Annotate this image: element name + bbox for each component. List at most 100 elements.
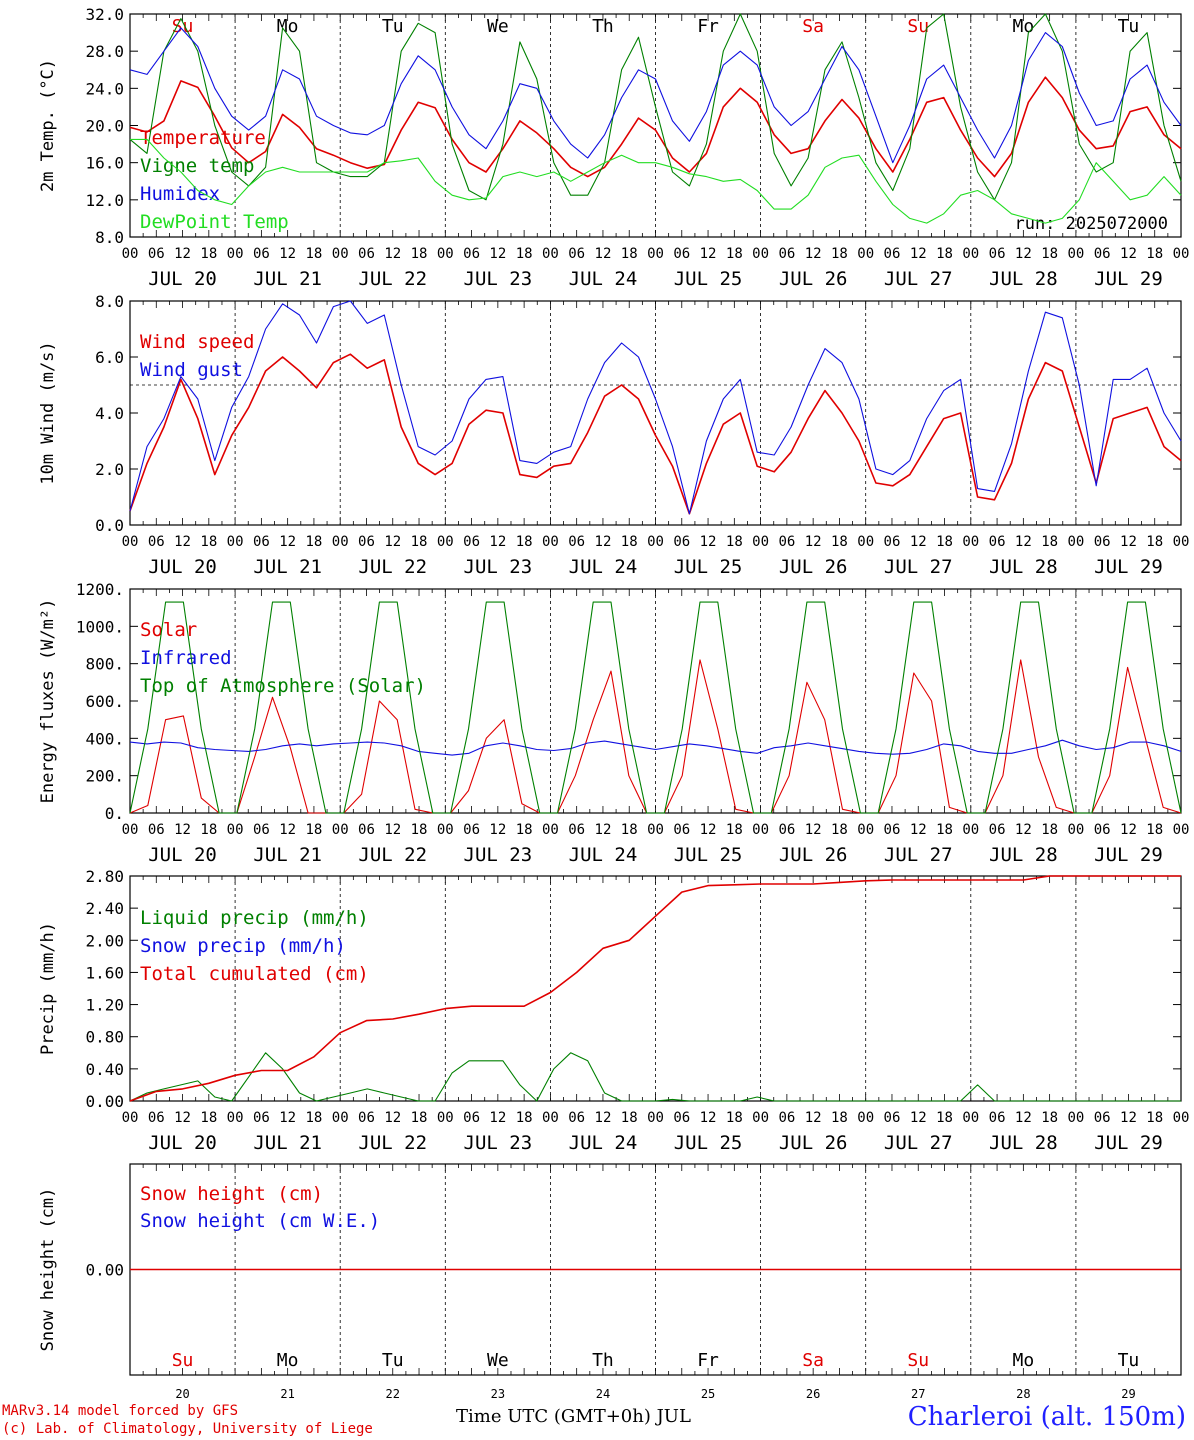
- y-tick-label: 8.0: [95, 228, 124, 247]
- y-tick-label: 400.: [85, 729, 124, 748]
- hour-tick-label: 00: [542, 822, 559, 838]
- hour-tick-label: 18: [1146, 534, 1163, 550]
- x-axis-title: Time UTC (GMT+0h) JUL: [456, 1406, 691, 1427]
- hour-tick-label: 12: [595, 534, 612, 550]
- hour-tick-label: 18: [305, 246, 322, 262]
- hour-tick-label: 06: [463, 1110, 480, 1126]
- hour-tick-label: 18: [1041, 534, 1058, 550]
- day-number: 25: [701, 1387, 715, 1401]
- hour-tick-label: 06: [1094, 1110, 1111, 1126]
- hour-tick-label: 12: [489, 246, 506, 262]
- hour-tick-label: 12: [174, 534, 191, 550]
- day-label: JUL 22: [358, 268, 427, 290]
- hour-tick-label: 06: [1094, 534, 1111, 550]
- hour-tick-label: 00: [752, 534, 769, 550]
- hour-tick-label: 12: [910, 534, 927, 550]
- hour-tick-label: 00: [647, 822, 664, 838]
- hour-tick-label: 12: [700, 822, 717, 838]
- weekday-label: Mo: [1013, 1350, 1035, 1371]
- y-tick-label: 20.0: [85, 117, 124, 136]
- day-number: 29: [1121, 1387, 1135, 1401]
- hour-tick-label: 00: [542, 246, 559, 262]
- hour-tick-label: 06: [673, 822, 690, 838]
- hour-tick-label: 06: [568, 1110, 585, 1126]
- legend-entry: Wind speed: [140, 331, 254, 353]
- weekday-label: Tu: [382, 16, 404, 37]
- y-tick-label: 6.0: [95, 348, 124, 367]
- hour-tick-label: 12: [700, 534, 717, 550]
- hour-tick-label: 06: [989, 822, 1006, 838]
- station-name: Charleroi (alt. 150m): [907, 1402, 1186, 1432]
- hour-tick-label: 06: [148, 822, 165, 838]
- y-tick-label: 1.60: [85, 963, 124, 982]
- series-line: [129, 300, 1182, 515]
- hour-tick-label: 00: [857, 1110, 874, 1126]
- day-label: JUL 20: [148, 1132, 217, 1154]
- wind-hour-ticks: [129, 301, 1182, 525]
- hour-tick-label: 12: [1015, 246, 1032, 262]
- hour-tick-label: 00: [542, 1110, 559, 1126]
- hour-tick-label: 06: [673, 534, 690, 550]
- y-tick-label: 2.80: [85, 867, 124, 886]
- y-tick-label: 1.20: [85, 996, 124, 1015]
- precip-panel: 0.00 0.40 0.80 1.20 1.60 2.00 2.40 2.80 Precip (…: [38, 867, 1189, 1154]
- hour-tick-label: 06: [884, 822, 901, 838]
- snow-ylabel: Snow height (cm): [38, 1188, 58, 1352]
- hour-tick-label: 06: [358, 1110, 375, 1126]
- hour-tick-label: 06: [463, 246, 480, 262]
- hour-tick-label: 12: [805, 1110, 822, 1126]
- day-label: JUL 26: [779, 1132, 848, 1154]
- hour-tick-label: 12: [489, 822, 506, 838]
- hour-tick-label: 06: [568, 246, 585, 262]
- day-label: JUL 28: [989, 268, 1058, 290]
- y-tick-label: 24.0: [85, 79, 124, 98]
- legend-entry: Temperature: [140, 127, 266, 149]
- hour-tick-label: 06: [778, 534, 795, 550]
- day-label: JUL 24: [569, 556, 638, 578]
- y-tick-label: 0.: [105, 804, 124, 823]
- hour-tick-label: 00: [1173, 246, 1190, 262]
- day-label: JUL 25: [674, 1132, 743, 1154]
- day-number: 21: [280, 1387, 294, 1401]
- day-label: JUL 24: [569, 268, 638, 290]
- day-number: 24: [596, 1387, 610, 1401]
- y-tick-label: 2.0: [95, 460, 124, 479]
- hour-tick-label: 12: [1015, 1110, 1032, 1126]
- hour-tick-label: 18: [200, 246, 217, 262]
- day-label: JUL 21: [253, 268, 322, 290]
- hour-tick-label: 00: [1173, 1110, 1190, 1126]
- series-line: [129, 739, 1182, 756]
- legend-entry: Infrared: [140, 647, 232, 669]
- weekday-label: Sa: [802, 16, 824, 37]
- day-label: JUL 28: [989, 1132, 1058, 1154]
- energy-hour-ticks: [129, 589, 1182, 813]
- y-tick-label: 1000.: [76, 617, 124, 636]
- hour-tick-label: 06: [1094, 246, 1111, 262]
- legend-entry: Snow precip (mm/h): [140, 935, 346, 957]
- day-number: 20: [175, 1387, 189, 1401]
- hour-tick-label: 18: [516, 1110, 533, 1126]
- hour-tick-label: 18: [936, 822, 953, 838]
- hour-tick-label: 06: [148, 1110, 165, 1126]
- hour-tick-label: 12: [910, 1110, 927, 1126]
- hour-tick-label: 18: [1146, 1110, 1163, 1126]
- hour-tick-label: 00: [857, 534, 874, 550]
- hour-tick-label: 12: [1015, 534, 1032, 550]
- temperature-frame: [129, 13, 1182, 238]
- snow-panel: 0.00 Snow height (cm) Su Mo Tu We Th Fr Sa Su Mo Tu…: [38, 1163, 1182, 1401]
- hour-tick-label: 12: [700, 1110, 717, 1126]
- hour-tick-label: 18: [621, 1110, 638, 1126]
- hour-tick-label: 12: [1015, 822, 1032, 838]
- hour-tick-label: 06: [989, 246, 1006, 262]
- hour-tick-label: 00: [122, 534, 139, 550]
- hour-tick-label: 00: [437, 1110, 454, 1126]
- hour-tick-label: 00: [332, 822, 349, 838]
- hour-tick-label: 18: [621, 246, 638, 262]
- hour-tick-label: 12: [595, 246, 612, 262]
- hour-tick-label: 18: [726, 822, 743, 838]
- legend-entry: Snow height (cm W.E.): [140, 1210, 380, 1232]
- temperature-panel: 8.0 12.0 16.0 20.0 24.0 28.0 32.0 2m Temp. (°C)…: [38, 5, 1189, 290]
- run-label: run: 2025072000: [1014, 214, 1168, 234]
- hour-tick-label: 12: [279, 534, 296, 550]
